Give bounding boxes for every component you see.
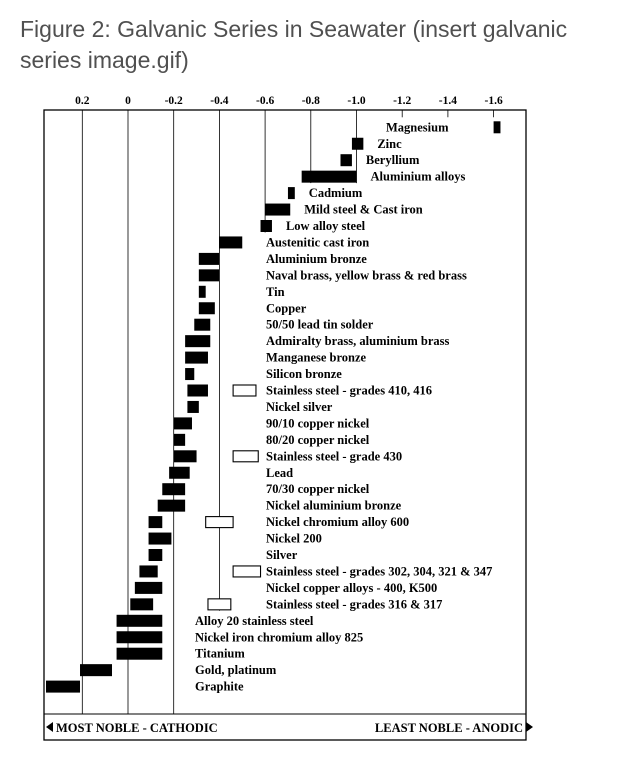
potential-range-bar [187, 400, 199, 413]
metal-label: Copper [266, 301, 307, 315]
metal-label: Magnesium [386, 120, 449, 134]
potential-range-bar [80, 664, 113, 677]
metal-label: 90/10 copper nickel [266, 416, 370, 430]
metal-label: Nickel copper alloys - 400, K500 [266, 581, 437, 595]
active-potential-bar [232, 565, 262, 578]
metal-label: Stainless steel - grades 302, 304, 321 &… [266, 564, 492, 578]
x-tick-label: -1.6 [484, 95, 502, 107]
metal-label: Mild steel & Cast iron [304, 203, 423, 217]
metal-label: Aluminium bronze [266, 252, 367, 266]
x-tick-label: -1.0 [347, 95, 365, 107]
metal-label: Low alloy steel [286, 219, 366, 233]
potential-range-bar [173, 450, 197, 463]
metal-label: Stainless steel - grades 410, 416 [266, 384, 432, 398]
footer-anodic: LEAST NOBLE - ANODIC [375, 721, 523, 735]
potential-range-bar [198, 252, 220, 265]
metal-label: Stainless steel - grade 430 [266, 449, 402, 463]
x-tick-label: 0.2 [75, 95, 90, 107]
gridlines [81, 110, 495, 714]
potential-range-bar [265, 203, 291, 216]
potential-range-bar [148, 516, 163, 529]
footer-cathodic: MOST NOBLE - CATHODIC [56, 721, 218, 735]
metal-label: Tin [266, 285, 285, 299]
metal-labels: Magnesium Zinc Beryllium Aluminium alloys Ca… [195, 120, 492, 693]
right-arrow-icon [526, 722, 533, 732]
metal-label: Nickel chromium alloy 600 [266, 515, 409, 529]
metal-label: Cadmium [309, 186, 363, 200]
potential-range-bar [116, 614, 163, 627]
metal-label: Gold, platinum [195, 663, 277, 677]
x-tick-label: -1.4 [439, 95, 457, 107]
metal-label: Aluminium alloys [371, 170, 466, 184]
metal-label: 80/20 copper nickel [266, 433, 370, 447]
x-tick-label: -0.8 [302, 95, 320, 107]
metal-label: Naval brass, yellow brass & red brass [266, 268, 467, 282]
potential-range-bar [169, 466, 190, 479]
potential-range-bar [116, 631, 163, 644]
metal-label: Lead [266, 466, 293, 480]
potential-range-bar [139, 565, 158, 578]
metal-label: Manganese bronze [266, 351, 367, 365]
potential-range-bar [351, 137, 364, 150]
potential-range-bar [116, 647, 163, 660]
potential-range-bar [198, 302, 215, 315]
metal-label: Admiralty brass, aluminium brass [266, 334, 449, 348]
potential-range-bar [185, 368, 195, 381]
figure-caption: Figure 2: Galvanic Series in Seawater (i… [20, 16, 568, 73]
potential-range-bar [148, 532, 172, 545]
active-potential-bar [232, 450, 259, 463]
potential-range-bar [46, 680, 81, 693]
metal-label: Zinc [377, 137, 402, 151]
potential-range-bar [130, 598, 154, 611]
potential-range-bar [185, 335, 211, 348]
potential-range-bar [198, 269, 220, 282]
metal-label: Silicon bronze [266, 367, 342, 381]
active-potential-bar [207, 598, 232, 611]
potential-range-bar [173, 417, 192, 430]
potential-range-bar [198, 285, 206, 298]
metal-label: Nickel 200 [266, 532, 322, 546]
metal-label: Graphite [195, 680, 244, 694]
tick-labels: 0.2 0 -0.2 -0.4 -0.6 -0.8 -1.0 -1.2 -1.4 -1.6 [75, 95, 503, 107]
x-tick-label: 0 [125, 95, 131, 107]
potential-range-bar [287, 187, 295, 200]
bars [46, 121, 501, 693]
metal-label: 50/50 lead tin solder [266, 318, 374, 332]
potential-range-bar [148, 549, 163, 561]
potential-range-bar [185, 351, 208, 364]
metal-label: Nickel aluminium bronze [266, 499, 402, 513]
potential-range-bar [340, 154, 352, 167]
potential-range-bar [493, 121, 501, 134]
active-potential-bar [232, 384, 257, 397]
potential-range-bar [187, 384, 208, 397]
metal-label: Titanium [195, 647, 245, 661]
potential-range-bar [157, 499, 186, 512]
potential-range-bar [219, 236, 243, 249]
metal-label: Stainless steel - grades 316 & 317 [266, 597, 442, 611]
active-potential-bar [205, 516, 234, 529]
metal-label: Nickel iron chromium alloy 825 [195, 630, 363, 644]
metal-label: Alloy 20 stainless steel [195, 614, 314, 628]
potential-range-bar [134, 581, 163, 594]
x-tick-label: -0.2 [165, 95, 183, 107]
potential-range-bar [260, 220, 272, 232]
x-tick-label: -0.4 [210, 95, 228, 107]
potential-range-bar [194, 318, 211, 331]
x-tick-label: -1.2 [393, 95, 411, 107]
potential-range-bar [162, 483, 186, 496]
metal-label: Silver [266, 548, 298, 562]
metal-label: Beryllium [366, 153, 420, 167]
x-tick-label: -0.6 [256, 95, 274, 107]
potential-range-bar [301, 170, 357, 183]
left-arrow-icon [46, 722, 53, 732]
metal-label: 70/30 copper nickel [266, 482, 370, 496]
potential-range-bar [173, 433, 186, 446]
metal-label: Nickel silver [266, 400, 333, 414]
metal-label: Austenitic cast iron [266, 235, 369, 249]
